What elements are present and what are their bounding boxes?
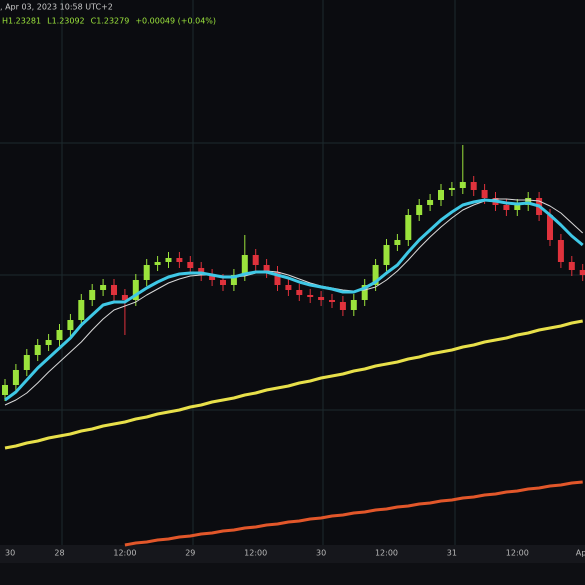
candle-body: [111, 285, 117, 295]
plot: [2, 145, 585, 547]
x-tick-label: Apr: [576, 549, 585, 558]
candle-body: [525, 198, 532, 205]
candle-body: [12, 370, 19, 385]
candle-body: [427, 200, 434, 205]
candle-body: [547, 215, 553, 240]
candle-body: [405, 215, 412, 240]
candle-body: [503, 205, 510, 210]
candle-body: [143, 265, 150, 280]
candle-body: [176, 258, 183, 262]
ohlc-value: C1.23279: [91, 17, 130, 26]
candle-body: [165, 258, 172, 262]
candle-body: [459, 182, 466, 188]
x-tick-label: 29: [185, 549, 195, 558]
candle-body: [209, 275, 216, 280]
x-tick-label: 31: [447, 549, 457, 558]
candle-body: [372, 265, 379, 285]
candle-body: [438, 190, 444, 200]
candle-body: [383, 245, 390, 265]
candle-body: [89, 290, 96, 300]
candle-body: [339, 302, 346, 310]
ohlc-value: H1.23281: [2, 17, 41, 26]
candle-body: [329, 300, 335, 302]
candle-body: [23, 355, 30, 370]
bottom-bar: [0, 563, 585, 585]
candle-body: [263, 265, 270, 272]
candle-body: [100, 285, 107, 290]
candle-body: [78, 300, 85, 320]
candle-body: [34, 345, 41, 355]
x-tick-label: 30: [5, 549, 15, 558]
moving-average-line: [4, 319, 583, 450]
candle-body: [318, 297, 325, 300]
candle-body: [67, 320, 74, 330]
moving-average-line: [4, 198, 584, 402]
candle-body: [514, 205, 521, 210]
candle-body: [187, 262, 194, 268]
candle-body: [132, 280, 139, 300]
subtitle: , Apr 03, 2023 10:58 UTC+2: [0, 3, 113, 12]
ohlc-value: L1.23092: [47, 17, 85, 26]
candle-body: [557, 240, 564, 262]
candle-body: [470, 182, 477, 190]
candle-body: [230, 275, 237, 285]
candle-body: [568, 262, 575, 270]
x-tick-label: 12:00: [506, 549, 529, 558]
candle-body: [481, 190, 488, 198]
ohlc-value: +0.00049 (+0.04%): [135, 17, 216, 26]
candle-body: [121, 295, 128, 300]
candle-body: [361, 285, 368, 300]
candle-body: [220, 280, 226, 285]
candle-body: [350, 300, 357, 310]
candle-body: [296, 290, 303, 295]
candle-body: [56, 330, 63, 340]
x-tick-label: 12:00: [244, 549, 267, 558]
candle-body: [394, 240, 401, 245]
candle-body: [285, 285, 292, 290]
candle-body: [252, 255, 259, 265]
x-tick-label: 12:00: [375, 549, 398, 558]
candle-body: [154, 262, 161, 265]
x-tick-label: 30: [316, 549, 326, 558]
candle-body: [2, 385, 8, 395]
candle-body: [416, 205, 423, 215]
x-tick-label: 28: [54, 549, 64, 558]
candle-body: [274, 272, 281, 285]
candle-body: [45, 340, 52, 345]
candle-body: [579, 270, 585, 275]
candle-body: [448, 188, 455, 190]
x-tick-label: 12:00: [113, 549, 136, 558]
moving-average-line: [124, 480, 583, 547]
candle-body: [241, 255, 248, 275]
candle-body: [307, 295, 314, 297]
